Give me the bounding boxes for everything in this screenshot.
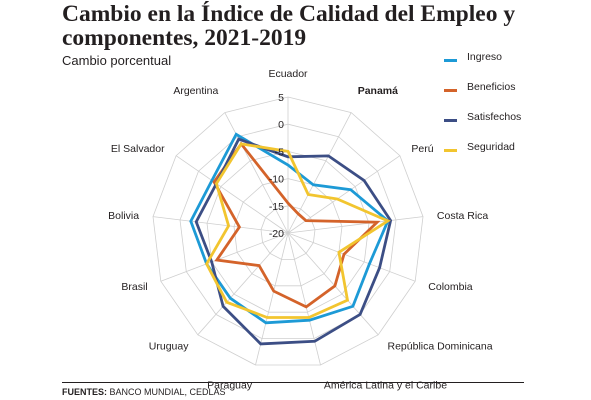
data-point-seguridad bbox=[387, 220, 389, 222]
grid-spoke bbox=[287, 232, 321, 366]
data-point-seguridad bbox=[307, 193, 309, 196]
grid-ring bbox=[152, 96, 424, 366]
category-label: Panamá bbox=[358, 85, 398, 97]
tick-label: 0 bbox=[278, 119, 284, 131]
data-point-ingreso bbox=[211, 179, 213, 182]
tick-label: -5 bbox=[275, 146, 284, 158]
data-point-satisfechos bbox=[359, 313, 361, 315]
series-line-satisfechos bbox=[194, 137, 393, 346]
data-point-beneficios bbox=[287, 202, 289, 204]
data-point-seguridad bbox=[346, 299, 349, 301]
data-point-beneficios bbox=[213, 181, 215, 183]
data-point-beneficios bbox=[376, 221, 378, 223]
radar-series bbox=[189, 132, 393, 346]
data-point-beneficios bbox=[334, 285, 336, 287]
legend-label-satisfechos: Satisfechos bbox=[467, 111, 522, 123]
data-point-ingreso bbox=[229, 297, 231, 299]
footer-divider bbox=[62, 382, 524, 383]
data-point-satisfechos bbox=[222, 305, 224, 307]
legend-swatch-satisfechos bbox=[444, 119, 457, 122]
tick-label: -20 bbox=[269, 228, 284, 240]
series-line-seguridad bbox=[205, 142, 391, 319]
data-point-ingreso bbox=[287, 164, 289, 166]
data-point-satisfechos bbox=[260, 343, 262, 345]
data-point-satisfechos bbox=[195, 221, 197, 223]
data-point-seguridad bbox=[215, 183, 217, 185]
grid-spoke bbox=[287, 216, 424, 234]
category-label: Bolivia bbox=[108, 210, 139, 222]
data-point-ingreso bbox=[350, 189, 352, 191]
data-point-ingreso bbox=[352, 305, 354, 307]
data-point-seguridad bbox=[308, 316, 310, 319]
grid-ring bbox=[233, 178, 343, 287]
data-point-seguridad bbox=[266, 316, 268, 319]
grid-spoke bbox=[197, 232, 289, 336]
data-point-satisfechos bbox=[379, 267, 381, 269]
data-point-beneficios bbox=[238, 226, 240, 228]
category-label: República Dominicana bbox=[388, 340, 493, 352]
grid-spoke bbox=[287, 232, 416, 282]
category-label: El Salvador bbox=[111, 143, 165, 155]
tick-label: -10 bbox=[269, 174, 284, 186]
data-point-ingreso bbox=[265, 322, 267, 324]
legend-swatch-beneficios bbox=[444, 89, 457, 92]
category-label: Brasil bbox=[121, 281, 147, 293]
data-point-seguridad bbox=[206, 263, 208, 265]
data-point-satisfechos bbox=[327, 155, 329, 157]
data-point-satisfechos bbox=[363, 179, 365, 182]
data-point-beneficios bbox=[343, 253, 345, 255]
category-label: Colombia bbox=[428, 281, 473, 293]
legend-label-seguridad: Seguridad bbox=[467, 141, 515, 153]
radial-tick-labels: 5 0 -5 -10 -15 -20 bbox=[269, 92, 284, 240]
grid-ring bbox=[179, 123, 397, 340]
data-point-satisfechos bbox=[211, 261, 213, 263]
tick-label: -15 bbox=[269, 201, 284, 213]
data-point-seguridad bbox=[338, 251, 340, 253]
data-point-beneficios bbox=[273, 290, 275, 292]
legend-label-beneficios: Beneficios bbox=[467, 81, 516, 93]
series-line-ingreso bbox=[189, 132, 390, 325]
data-point-beneficios bbox=[216, 259, 218, 261]
chart-title: Cambio en la Índice de Calidad del Emple… bbox=[62, 1, 516, 51]
grid-spoke bbox=[160, 232, 289, 282]
grid-spoke bbox=[287, 232, 379, 336]
category-label: Ecuador bbox=[268, 68, 308, 80]
data-point-ingreso bbox=[235, 133, 237, 135]
data-point-satisfechos bbox=[287, 156, 289, 158]
data-point-seguridad bbox=[240, 143, 242, 145]
data-point-ingreso bbox=[312, 184, 314, 186]
data-point-seguridad bbox=[226, 301, 228, 303]
chart-subtitle: Cambio porcentual bbox=[62, 53, 172, 68]
data-point-ingreso bbox=[190, 220, 192, 222]
category-label: Uruguay bbox=[149, 340, 189, 352]
data-point-beneficios bbox=[258, 265, 260, 267]
data-point-beneficios bbox=[305, 220, 307, 222]
category-label: Perú bbox=[411, 143, 433, 155]
grid-spoke bbox=[224, 112, 289, 234]
data-point-satisfechos bbox=[314, 340, 316, 342]
category-label: Costa Rica bbox=[437, 210, 489, 222]
data-point-seguridad bbox=[287, 150, 289, 152]
grid-spoke bbox=[152, 216, 289, 234]
data-point-beneficios bbox=[297, 213, 299, 215]
data-point-seguridad bbox=[336, 198, 338, 200]
legend-swatch-ingreso bbox=[444, 59, 457, 62]
category-label: Argentina bbox=[173, 85, 218, 97]
source-text: BANCO MUNDIAL, CEDLAS bbox=[109, 387, 226, 397]
legend-swatch-seguridad bbox=[444, 149, 457, 152]
data-point-satisfechos bbox=[238, 138, 240, 140]
data-point-seguridad bbox=[228, 225, 230, 227]
data-point-beneficios bbox=[305, 306, 307, 308]
grid-spoke bbox=[175, 155, 289, 234]
tick-label: 5 bbox=[278, 92, 284, 104]
source-note: FUENTES: BANCO MUNDIAL, CEDLAS bbox=[62, 387, 226, 397]
legend-label-ingreso: Ingreso bbox=[467, 51, 503, 63]
data-point-ingreso bbox=[368, 263, 370, 265]
data-point-ingreso bbox=[308, 319, 311, 321]
source-label: FUENTES: bbox=[62, 387, 107, 397]
